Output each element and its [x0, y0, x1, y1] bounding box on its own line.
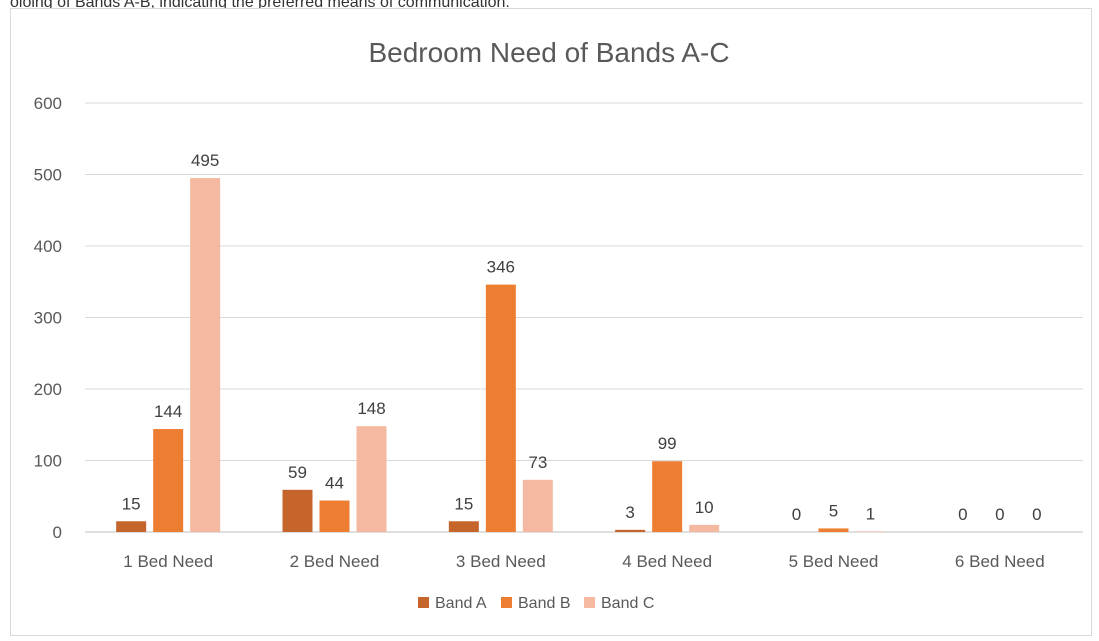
bar — [615, 529, 646, 532]
bar — [652, 461, 683, 532]
data-label: 5 — [829, 501, 838, 520]
y-tick-label: 400 — [34, 237, 62, 256]
data-label: 495 — [191, 151, 219, 170]
data-label: 148 — [357, 399, 385, 418]
chart-title: Bedroom Need of Bands A-C — [368, 37, 729, 68]
bar — [282, 489, 313, 532]
cropped-text: oloing of Bands A-B, indicating the pref… — [10, 0, 510, 11]
bar — [116, 521, 147, 532]
data-label: 0 — [958, 505, 967, 524]
bar — [356, 426, 387, 532]
bar — [153, 429, 184, 532]
legend-label: Band A — [435, 595, 487, 612]
y-tick-label: 200 — [34, 380, 62, 399]
bar — [855, 531, 886, 532]
legend-label: Band C — [601, 595, 654, 612]
data-label: 144 — [154, 402, 182, 421]
data-label: 44 — [325, 474, 344, 493]
x-tick-label: 5 Bed Need — [789, 552, 879, 571]
legend-swatch — [584, 597, 595, 608]
x-tick-label: 4 Bed Need — [622, 552, 712, 571]
data-label: 99 — [658, 434, 677, 453]
bar — [485, 284, 516, 532]
y-tick-label: 0 — [53, 523, 62, 542]
bar — [689, 524, 720, 532]
data-label: 59 — [288, 463, 307, 482]
bar — [818, 528, 849, 532]
legend-swatch — [501, 597, 512, 608]
data-label: 0 — [995, 505, 1004, 524]
data-label: 10 — [695, 498, 714, 517]
data-label: 346 — [487, 258, 515, 277]
y-tick-label: 600 — [34, 94, 62, 113]
data-label: 15 — [122, 494, 141, 513]
y-tick-label: 300 — [34, 309, 62, 328]
x-tick-label: 2 Bed Need — [290, 552, 380, 571]
cropped-text-strip: oloing of Bands A-B, indicating the pref… — [0, 0, 1099, 18]
y-tick-label: 500 — [34, 166, 62, 185]
data-label: 0 — [792, 505, 801, 524]
x-tick-label: 3 Bed Need — [456, 552, 546, 571]
bar — [522, 479, 553, 532]
bar — [190, 178, 221, 532]
bar — [448, 521, 479, 532]
y-tick-label: 100 — [34, 452, 62, 471]
legend-swatch — [418, 597, 429, 608]
data-label: 3 — [625, 503, 634, 522]
x-tick-label: 6 Bed Need — [955, 552, 1045, 571]
data-label: 0 — [1032, 505, 1041, 524]
data-label: 1 — [866, 504, 875, 523]
data-label: 15 — [454, 494, 473, 513]
bar — [319, 500, 350, 532]
legend-label: Band B — [518, 595, 570, 612]
data-label: 73 — [528, 453, 547, 472]
x-tick-label: 1 Bed Need — [123, 552, 213, 571]
